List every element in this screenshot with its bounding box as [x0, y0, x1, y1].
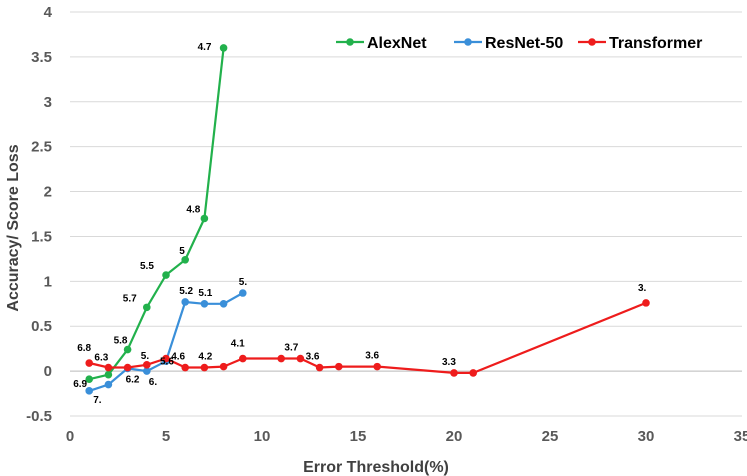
data-point-transformer	[642, 299, 650, 307]
y-tick-label: 4	[44, 4, 53, 21]
data-point-resnet-50	[104, 380, 113, 389]
data-label-resnet-50: 5.2	[179, 286, 193, 297]
y-tick-label: 3.5	[31, 49, 52, 66]
data-point-resnet-50	[239, 289, 247, 297]
legend-label: ResNet-50	[485, 35, 563, 52]
data-point-transformer	[450, 369, 458, 377]
data-point-alexnet	[123, 345, 132, 354]
legend-label: AlexNet	[367, 35, 427, 52]
data-label-resnet-50: 5.1	[198, 288, 212, 299]
legend-item-alexnet: AlexNet	[336, 35, 427, 52]
data-label-transformer: 3.	[638, 283, 647, 294]
data-label-transformer: 3.3	[442, 357, 456, 368]
x-axis-title: Error Threshold(%)	[303, 459, 449, 476]
data-labels: 6.9 6.3 5.8 5.7 5.5 5 4.8 4.7 7. 6.2 6. 5.2 5.1 5. 6.8…	[73, 42, 646, 406]
legend-item-transformer: Transformer	[578, 35, 702, 52]
y-axis-title: Accuracy/ Score Loss	[5, 144, 22, 311]
x-tick-label: 25	[542, 428, 559, 445]
legend-item-resnet-50: ResNet-50	[454, 35, 563, 52]
data-point-resnet-50	[219, 299, 228, 308]
data-label-transformer: 6.8	[77, 343, 91, 354]
data-point-transformer	[315, 363, 324, 372]
data-point-alexnet	[143, 303, 151, 312]
data-label-resnet-50: 7.	[93, 395, 102, 406]
data-label-transformer: 4.2	[198, 352, 212, 363]
data-point-transformer	[123, 363, 132, 372]
legend-marker	[464, 38, 472, 46]
data-label-alexnet: 4.8	[186, 204, 200, 215]
data-point-transformer	[219, 362, 228, 371]
data-point-resnet-50	[85, 387, 93, 395]
data-point-alexnet	[85, 375, 93, 383]
legend: AlexNet ResNet-50 Transformer	[336, 35, 702, 52]
data-point-transformer	[239, 354, 247, 363]
data-point-resnet-50	[143, 367, 151, 375]
x-tick-label: 15	[350, 428, 367, 445]
data-label-transformer: 3.7	[284, 343, 298, 354]
data-point-resnet-50	[181, 298, 189, 306]
y-tick-label: 3	[44, 94, 52, 111]
data-point-transformer	[373, 362, 382, 371]
y-tick-label: 0.5	[31, 318, 52, 335]
x-tick-label: 30	[638, 428, 655, 445]
data-point-transformer	[200, 363, 209, 372]
y-tick-label: 2	[44, 184, 52, 201]
data-label-alexnet: 5.7	[123, 293, 137, 304]
data-point-transformer	[162, 354, 170, 363]
legend-marker	[346, 38, 354, 46]
data-label-alexnet: 6.9	[73, 379, 87, 390]
y-tick-label: -0.5	[26, 408, 52, 425]
data-label-transformer: 4.6	[171, 352, 185, 363]
data-label-alexnet: 4.7	[198, 42, 212, 53]
legend-label: Transformer	[609, 35, 702, 52]
data-point-transformer	[143, 361, 151, 369]
data-point-alexnet	[200, 214, 209, 223]
series-line-resnet-50	[88, 292, 244, 392]
data-point-transformer	[335, 362, 343, 371]
y-tick-label: 1.5	[31, 228, 52, 245]
data-label-alexnet: 5	[179, 246, 185, 257]
legend-marker	[588, 38, 596, 46]
data-label-resnet-50: 5.	[239, 277, 248, 288]
data-label-transformer: 5.6	[160, 357, 174, 368]
data-label-resnet-50: 6.	[149, 377, 158, 388]
data-label-alexnet: 6.3	[94, 353, 108, 364]
y-tick-label: 2.5	[31, 139, 52, 156]
data-point-transformer	[181, 363, 189, 372]
data-label-transformer: 3.6	[306, 352, 320, 363]
data-point-alexnet	[219, 44, 228, 52]
axes: -0.500.511.522.533.540 5 10 15 20 25 30 35	[26, 4, 747, 445]
x-tick-label: 10	[254, 428, 271, 445]
data-point-transformer	[85, 359, 93, 367]
data-point-transformer	[296, 354, 305, 363]
data-label-alexnet: 5.5	[140, 261, 154, 272]
y-tick-label: 0	[44, 363, 52, 380]
y-tick-label: 1	[44, 273, 52, 290]
data-point-transformer	[104, 363, 113, 372]
data-label-resnet-50: 6.2	[126, 374, 140, 385]
x-tick-label: 20	[446, 428, 463, 445]
data-label-transformer: 5.	[141, 351, 150, 362]
data-point-transformer	[277, 354, 286, 363]
data-label-transformer: 4.1	[231, 339, 245, 350]
data-point-transformer	[469, 369, 478, 377]
data-point-resnet-50	[200, 299, 209, 308]
data-point-alexnet	[162, 271, 170, 279]
data-point-alexnet	[181, 255, 189, 264]
x-tick-label: 0	[66, 428, 74, 445]
series-line-alexnet	[88, 47, 225, 381]
series-group	[85, 44, 650, 395]
data-label-alexnet: 5.8	[114, 336, 128, 347]
x-tick-label: 5	[162, 428, 170, 445]
data-point-alexnet	[104, 370, 113, 379]
x-tick-label: 35	[734, 428, 747, 445]
data-label-transformer: 3.6	[365, 351, 379, 362]
